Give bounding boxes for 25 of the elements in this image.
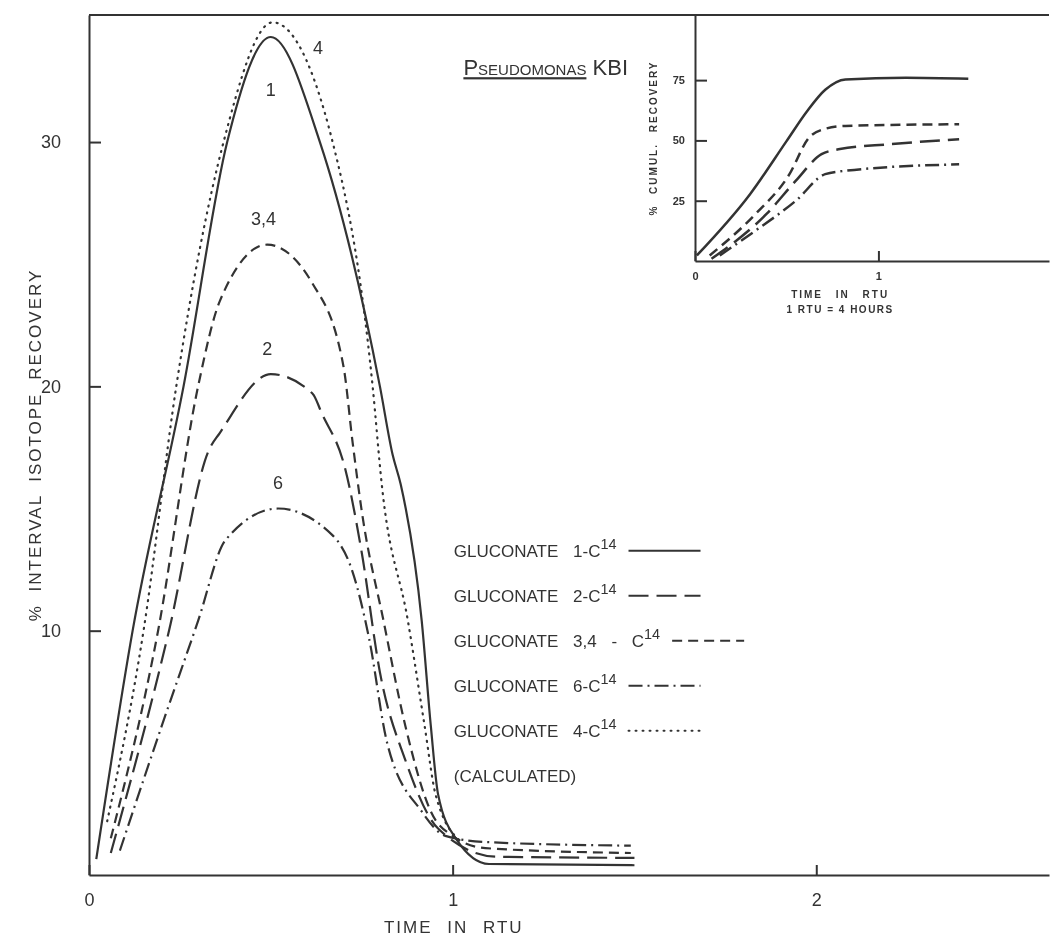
legend-label: GLUCONATE 4-C$^{14}$: [453, 715, 617, 741]
x-tick-label: 0: [692, 269, 699, 282]
annotation: 1: [265, 79, 276, 100]
legend-label: GLUCONATE 1-C$^{14}$: [453, 535, 617, 561]
x-tick-label: 2: [811, 889, 822, 910]
x-tick-label: 1: [448, 889, 459, 910]
legend-label: GLUCONATE 3,4 - C$^{14}$: [453, 625, 661, 651]
y-tick-label: 75: [672, 74, 685, 87]
y-tick-label: 25: [672, 194, 685, 207]
legend-label: GLUCONATE 2-C$^{14}$: [453, 580, 617, 606]
y-tick-label: 30: [40, 132, 61, 153]
legend-label: GLUCONATE 6-C$^{14}$: [453, 670, 617, 696]
annotation: 4: [313, 38, 324, 59]
annotation: 1 RTU = 4 HOURS: [786, 304, 894, 315]
x-tick-label: 0: [84, 889, 95, 910]
annotation: 3,4: [251, 209, 277, 230]
y-tick-label: 50: [672, 134, 685, 147]
y-tick-label: 10: [40, 620, 61, 641]
y-axis-title: % CUMUL. RECOVERY: [648, 60, 659, 216]
x-axis-title: TIME IN RTU: [791, 289, 890, 300]
annotation: 2: [262, 338, 273, 359]
text: Pseudomonas KBI: [463, 55, 629, 81]
annotation: 6: [273, 472, 284, 493]
annotation: (CALCULATED): [453, 766, 577, 786]
x-axis-title: TIME IN RTU: [383, 918, 524, 937]
